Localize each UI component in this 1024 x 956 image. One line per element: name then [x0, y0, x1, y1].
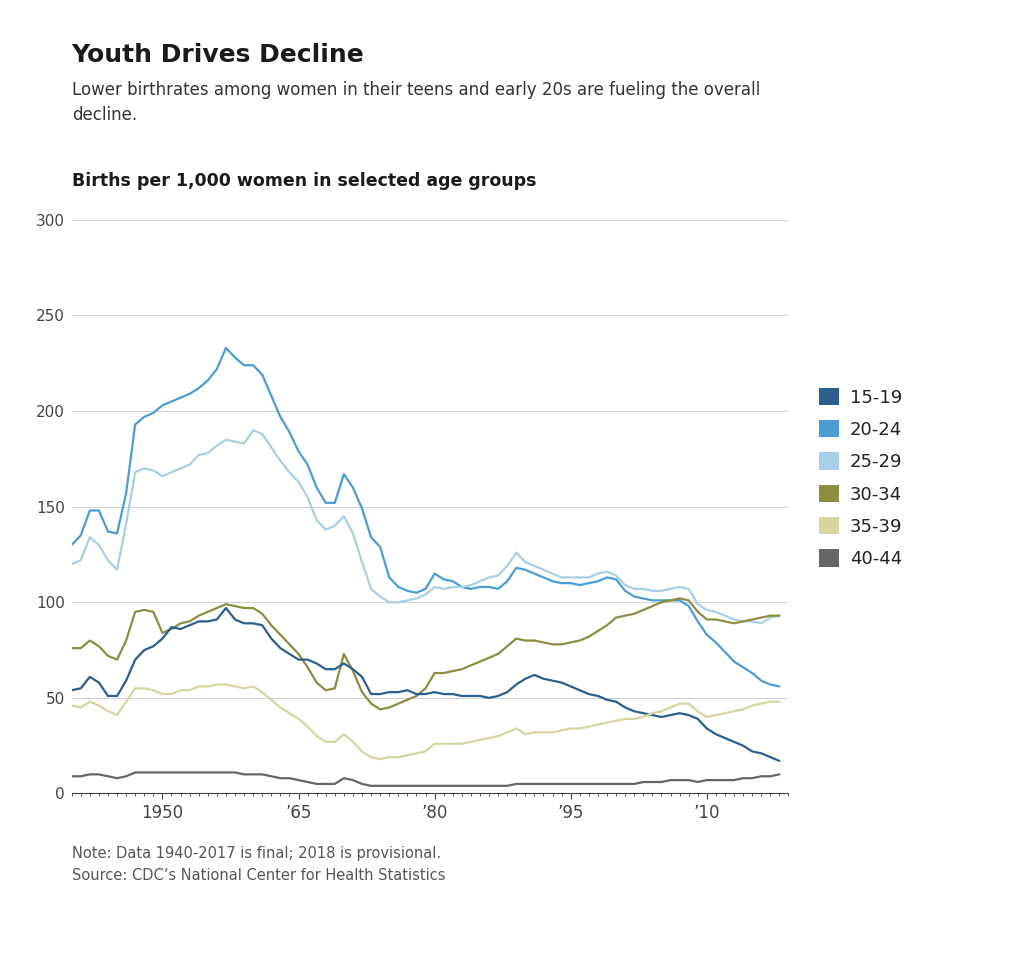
Text: Births per 1,000 women in selected age groups: Births per 1,000 women in selected age g… — [72, 172, 537, 190]
Text: Lower birthrates among women in their teens and early 20s are fueling the overal: Lower birthrates among women in their te… — [72, 81, 760, 124]
Text: Note: Data 1940-2017 is final; 2018 is provisional.
Source: CDC’s National Cente: Note: Data 1940-2017 is final; 2018 is p… — [72, 846, 445, 883]
Legend: 15-19, 20-24, 25-29, 30-34, 35-39, 40-44: 15-19, 20-24, 25-29, 30-34, 35-39, 40-44 — [819, 388, 902, 568]
Text: Youth Drives Decline: Youth Drives Decline — [72, 43, 365, 67]
